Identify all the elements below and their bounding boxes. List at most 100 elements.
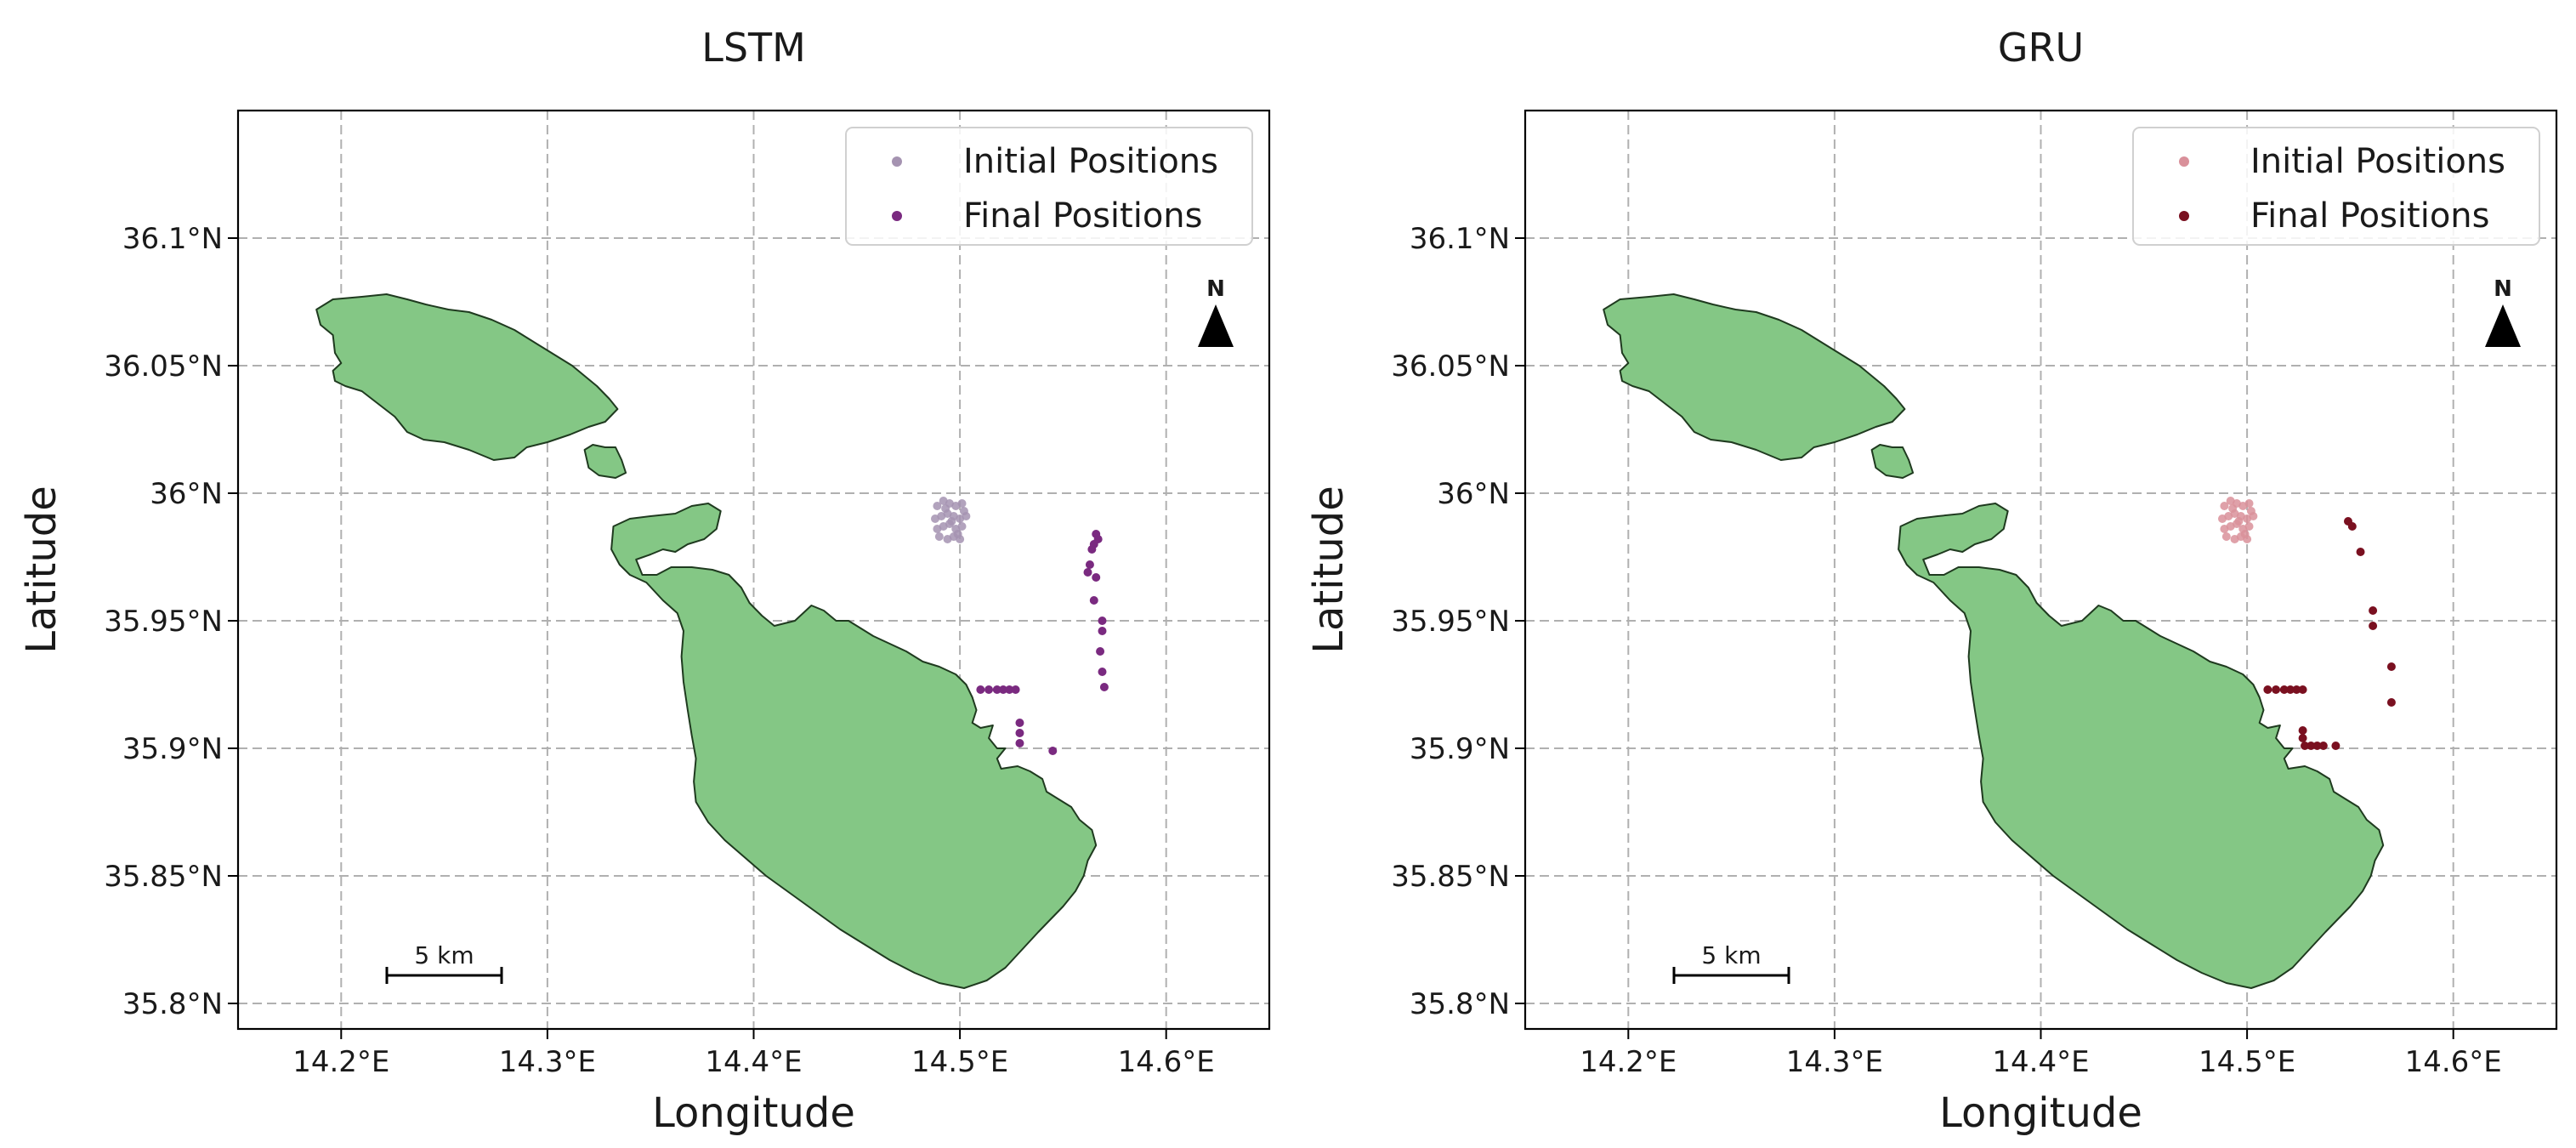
legend-marker [892,156,902,167]
initial-position-point [957,499,967,508]
final-position-point [2298,685,2307,694]
x-tick-label: 14.2°E [292,1045,389,1079]
y-tick-label: 35.9°N [1410,732,1510,766]
final-position-point [1099,683,1109,691]
initial-position-point [941,504,950,513]
final-position-point [2356,548,2365,556]
scale-bar-label: 5 km [1701,941,1761,969]
final-position-point [1048,747,1058,755]
x-axis-label: Longitude [652,1089,855,1137]
final-position-point [2312,742,2322,750]
final-position-point [1015,729,1024,737]
final-position-point [1096,647,1105,656]
legend-marker [2179,156,2189,167]
final-position-point [2306,742,2316,750]
final-position-point [2263,685,2272,694]
final-position-point [2386,662,2396,671]
final-position-point [1015,719,1024,727]
final-position-point [1087,545,1097,554]
final-position-point [2272,685,2281,694]
y-tick-label: 35.8°N [1410,987,1510,1021]
final-position-point [1098,627,1107,635]
x-tick-label: 14.5°E [911,1045,1008,1079]
north-arrow-label: N [1206,276,1225,302]
initial-position-point [959,507,968,515]
x-tick-label: 14.4°E [705,1045,802,1079]
legend-label: Initial Positions [963,142,1218,181]
final-position-point [1089,596,1098,605]
final-position-point [2286,685,2295,694]
y-tick-label: 35.85°N [104,860,223,894]
final-position-point [2279,685,2289,694]
legend-box [845,127,1253,246]
final-position-point [2318,742,2328,750]
chart-title: GRU [1998,25,2084,71]
initial-position-point [934,532,944,541]
final-position-point [2369,606,2378,615]
y-tick-label: 36°N [150,477,223,511]
x-tick-label: 14.2°E [1580,1045,1677,1079]
island-malta [610,503,1098,989]
final-position-point [1005,685,1014,694]
x-tick-label: 14.6°E [2405,1045,2502,1079]
legend-label: Initial Positions [2250,142,2505,181]
legend-box [2132,127,2540,246]
final-position-point [1098,668,1107,676]
initial-position-point [947,517,956,526]
legend-label: Final Positions [2250,196,2489,236]
final-position-point [1083,568,1092,577]
y-tick-label: 35.9°N [122,732,223,766]
legend-marker [892,211,902,221]
initial-position-point [2220,502,2229,510]
final-position-point [2298,726,2307,735]
initial-position-point [2221,532,2231,541]
island-comino [1870,444,1915,479]
final-position-point [1098,617,1107,625]
y-tick-label: 35.85°N [1391,860,1510,894]
y-axis-label: Latitude [1305,486,1353,654]
initial-position-point [2244,522,2254,531]
final-position-point [999,685,1008,694]
y-tick-label: 35.95°N [104,605,223,639]
final-position-point [976,685,985,694]
final-position-point [2292,685,2301,694]
x-tick-label: 14.3°E [1786,1045,1883,1079]
north-arrow-icon [1198,304,1234,347]
x-tick-label: 14.4°E [1992,1045,2089,1079]
y-tick-label: 36.1°N [1410,222,1510,256]
initial-position-point [2228,504,2238,513]
initial-position-point [957,522,967,531]
y-axis-label: Latitude [18,486,65,654]
final-position-point [2301,742,2310,750]
final-position-point [2369,622,2378,630]
final-position-point [2347,522,2357,531]
y-tick-label: 36.1°N [122,222,223,256]
island-comino [583,444,627,479]
x-tick-label: 14.6°E [1118,1045,1215,1079]
y-tick-label: 36.05°N [1391,350,1510,384]
y-tick-label: 36.05°N [104,350,223,384]
legend-marker [2179,211,2189,221]
x-axis-label: Longitude [1939,1089,2142,1137]
final-position-point [1085,560,1094,569]
island-malta [1898,503,2385,989]
x-tick-label: 14.3°E [499,1045,596,1079]
final-position-point [1092,573,1101,582]
scale-bar-label: 5 km [414,941,474,969]
north-arrow-icon [2485,304,2521,347]
final-position-point [992,685,1001,694]
initial-position-point [953,530,962,538]
initial-position-point [2246,507,2255,515]
y-tick-label: 35.8°N [122,987,223,1021]
initial-position-point [933,502,942,510]
map-panel-gru: 14.2°E 14.3°E 14.4°E 14.5°E 14.6°E 35.8°N 35.8… [1305,25,2558,1137]
y-tick-label: 36°N [1437,477,1510,511]
y-tick-label: 35.95°N [1391,605,1510,639]
initial-position-point [2240,530,2250,538]
chart-title: LSTM [701,25,806,71]
island-gozo [315,293,619,461]
legend-label: Final Positions [963,196,1202,236]
final-position-point [2386,698,2396,707]
initial-position-point [2234,517,2244,526]
map-panel-lstm: 14.2°E 14.3°E 14.4°E 14.5°E 14.6°E 35.8°N 35.8… [18,25,1271,1137]
